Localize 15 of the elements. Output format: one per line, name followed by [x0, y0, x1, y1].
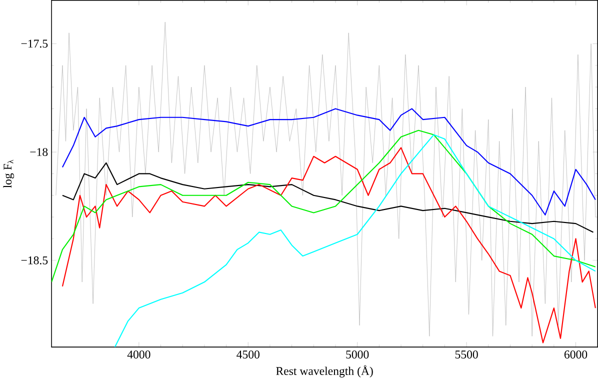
x-tick-label: 6000 — [564, 350, 588, 359]
line-series — [62, 147, 596, 344]
y-tick-label: −18.5 — [21, 256, 48, 265]
x-tick-label: 4500 — [236, 350, 260, 359]
line-series — [114, 134, 596, 348]
line-series — [62, 162, 594, 233]
line-series — [62, 108, 596, 216]
line-series — [56, 22, 596, 337]
x-tick-label: 5500 — [455, 350, 478, 359]
y-tick-label: −17.5 — [21, 40, 48, 48]
x-axis-title: Rest wavelength (Å) — [276, 365, 373, 378]
x-tick-label: 4000 — [127, 350, 150, 359]
x-tick-label: 5000 — [346, 350, 369, 359]
y-axis-title: log F$_{λ}$ — [3, 160, 14, 188]
y-tick-label: −18 — [30, 148, 48, 156]
